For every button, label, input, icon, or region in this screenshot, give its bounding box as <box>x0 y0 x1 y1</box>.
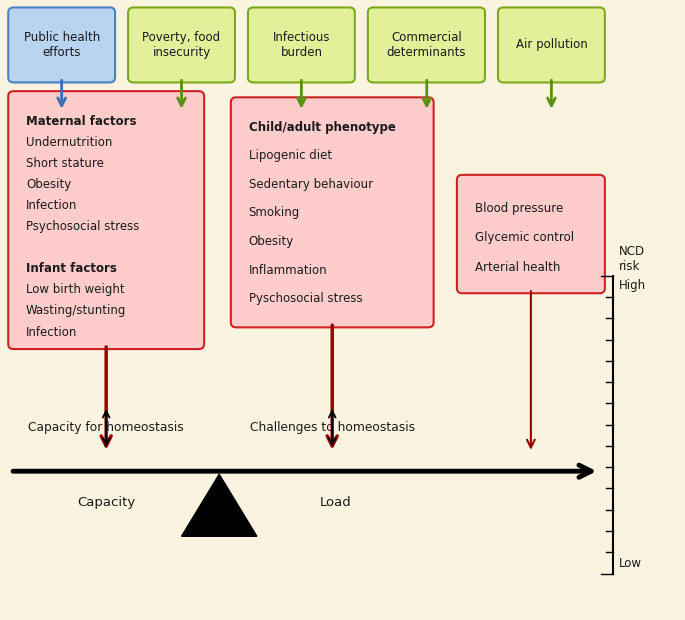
Text: Infection: Infection <box>26 326 77 339</box>
Text: Poverty, food
insecurity: Poverty, food insecurity <box>142 31 221 59</box>
Text: Undernutrition: Undernutrition <box>26 136 112 149</box>
Text: Obesity: Obesity <box>249 235 294 248</box>
Text: High: High <box>619 279 646 292</box>
Text: Blood pressure: Blood pressure <box>475 202 563 215</box>
FancyBboxPatch shape <box>128 7 235 82</box>
Text: Infectious
burden: Infectious burden <box>273 31 330 59</box>
Polygon shape <box>182 474 257 536</box>
Text: Child/adult phenotype: Child/adult phenotype <box>249 121 395 134</box>
Text: Maternal factors: Maternal factors <box>26 115 136 128</box>
Text: Sedentary behaviour: Sedentary behaviour <box>249 178 373 191</box>
FancyBboxPatch shape <box>368 7 485 82</box>
Text: Commercial
determinants: Commercial determinants <box>386 31 466 59</box>
Text: Wasting/stunting: Wasting/stunting <box>26 304 127 317</box>
Text: Lipogenic diet: Lipogenic diet <box>249 149 332 162</box>
Text: Psychosocial stress: Psychosocial stress <box>26 220 140 233</box>
Text: Short stature: Short stature <box>26 157 104 170</box>
FancyBboxPatch shape <box>498 7 605 82</box>
Text: Infection: Infection <box>26 199 77 212</box>
Text: Glycemic control: Glycemic control <box>475 231 574 244</box>
FancyBboxPatch shape <box>8 91 204 349</box>
Text: Load: Load <box>320 496 351 509</box>
Text: Infant factors: Infant factors <box>26 262 117 275</box>
Text: Obesity: Obesity <box>26 178 71 191</box>
Text: Inflammation: Inflammation <box>249 264 327 277</box>
Text: Air pollution: Air pollution <box>516 38 587 51</box>
Text: NCD
risk: NCD risk <box>619 245 645 273</box>
Text: Challenges to homeostasis: Challenges to homeostasis <box>249 422 415 434</box>
Text: Public health
efforts: Public health efforts <box>23 31 100 59</box>
Text: Low birth weight: Low birth weight <box>26 283 125 296</box>
Text: Low: Low <box>619 557 642 570</box>
Text: Arterial health: Arterial health <box>475 261 560 274</box>
Text: Smoking: Smoking <box>249 206 300 219</box>
FancyBboxPatch shape <box>457 175 605 293</box>
Text: Pyschosocial stress: Pyschosocial stress <box>249 292 362 305</box>
Text: Capacity for homeostasis: Capacity for homeostasis <box>28 422 184 434</box>
FancyBboxPatch shape <box>8 7 115 82</box>
FancyBboxPatch shape <box>231 97 434 327</box>
FancyBboxPatch shape <box>248 7 355 82</box>
Text: Capacity: Capacity <box>77 496 136 509</box>
